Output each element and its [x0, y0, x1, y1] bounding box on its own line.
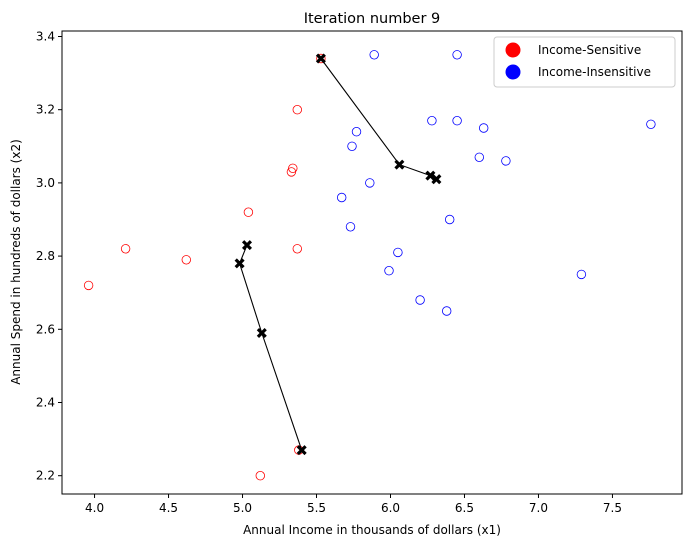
data-point-income-sensitive-7: [292, 104, 303, 115]
data-point-income-insensitive-3: [351, 126, 362, 137]
data-point-income-insensitive-17: [576, 269, 587, 280]
legend-label-income-sensitive: Income-Sensitive: [538, 43, 641, 57]
data-point-income-insensitive-14: [474, 152, 485, 163]
centroid-marker-0-1: [256, 327, 267, 339]
y-tick-label: 2.2: [36, 469, 55, 483]
centroid-marker-1-0: [315, 53, 326, 64]
data-point-income-insensitive-9: [427, 115, 437, 126]
data-point-income-insensitive-11: [445, 214, 455, 225]
data-point-income-insensitive-1: [345, 222, 356, 232]
y-tick-label: 3.2: [36, 103, 55, 117]
x-tick-label: 5.5: [307, 501, 326, 515]
x-tick-label: 4.0: [85, 501, 104, 515]
data-point-income-insensitive-5: [369, 50, 379, 60]
centroid-paths: [234, 53, 442, 456]
centroid-path-line-1: [320, 58, 437, 180]
x-tick-label: 6.5: [455, 501, 474, 515]
data-point-income-sensitive-3: [243, 207, 254, 217]
x-tick-label: 4.5: [159, 501, 178, 515]
legend-box: [493, 36, 676, 88]
legend-marker-income-insensitive: [505, 64, 521, 80]
data-points: [83, 50, 656, 481]
y-tick-label: 3.4: [36, 29, 55, 43]
legend: Income-Sensitive Income-Insensitive: [493, 36, 676, 88]
data-point-income-sensitive-1: [120, 244, 131, 254]
centroid-path-line-0: [239, 244, 303, 451]
legend-label-income-insensitive: Income-Insensitive: [538, 65, 651, 79]
data-point-income-sensitive-6: [288, 163, 298, 174]
centroid-marker-0-2: [234, 258, 245, 269]
data-point-income-sensitive-2: [181, 255, 192, 265]
data-point-income-sensitive-8: [292, 244, 303, 254]
plot-frame: [61, 30, 683, 495]
y-tick-label: 2.4: [36, 395, 55, 409]
data-point-income-insensitive-6: [384, 266, 394, 276]
x-tick-label: 7.5: [603, 501, 622, 515]
chart-title: Iteration number 9: [304, 11, 441, 27]
y-axis-ticks: 2.2 2.4 2.6 2.8 3.0 3.2 3.4: [36, 29, 62, 483]
data-point-income-insensitive-13: [452, 115, 462, 126]
data-point-income-sensitive-0: [83, 280, 94, 291]
data-point-income-insensitive-4: [365, 178, 375, 188]
centroid-marker-1-3: [431, 174, 442, 185]
x-tick-label: 6.0: [381, 501, 400, 515]
centroid-marker-1-1: [394, 159, 405, 170]
x-axis-ticks: 4.0 4.5 5.0 5.5 6.0 6.5 7.0 7.5: [85, 494, 622, 515]
data-point-income-insensitive-0: [337, 192, 347, 203]
centroid-marker-0-0: [296, 445, 307, 456]
x-axis-label: Annual Income in thousands of dollars (x…: [243, 523, 501, 537]
data-point-income-insensitive-7: [393, 247, 403, 258]
data-point-income-insensitive-10: [442, 306, 452, 316]
data-point-income-insensitive-16: [501, 156, 511, 166]
y-axis-label: Annual Spend in hundreds of dollars (x2): [9, 139, 23, 385]
data-point-income-sensitive-10: [316, 53, 326, 64]
centroid-marker-0-3: [241, 240, 253, 251]
y-tick-label: 3.0: [36, 176, 55, 190]
y-tick-label: 2.6: [36, 322, 55, 336]
legend-marker-income-sensitive: [505, 42, 521, 58]
data-point-income-insensitive-2: [347, 141, 357, 152]
y-tick-label: 2.8: [36, 249, 55, 263]
x-tick-label: 5.0: [233, 501, 252, 515]
data-point-income-insensitive-18: [646, 119, 656, 130]
x-tick-label: 7.0: [529, 501, 548, 515]
data-point-income-insensitive-15: [479, 123, 489, 133]
data-point-income-sensitive-4: [255, 471, 265, 481]
centroid-marker-1-2: [425, 170, 436, 181]
data-point-income-insensitive-12: [452, 50, 462, 60]
data-point-income-insensitive-8: [415, 295, 425, 305]
